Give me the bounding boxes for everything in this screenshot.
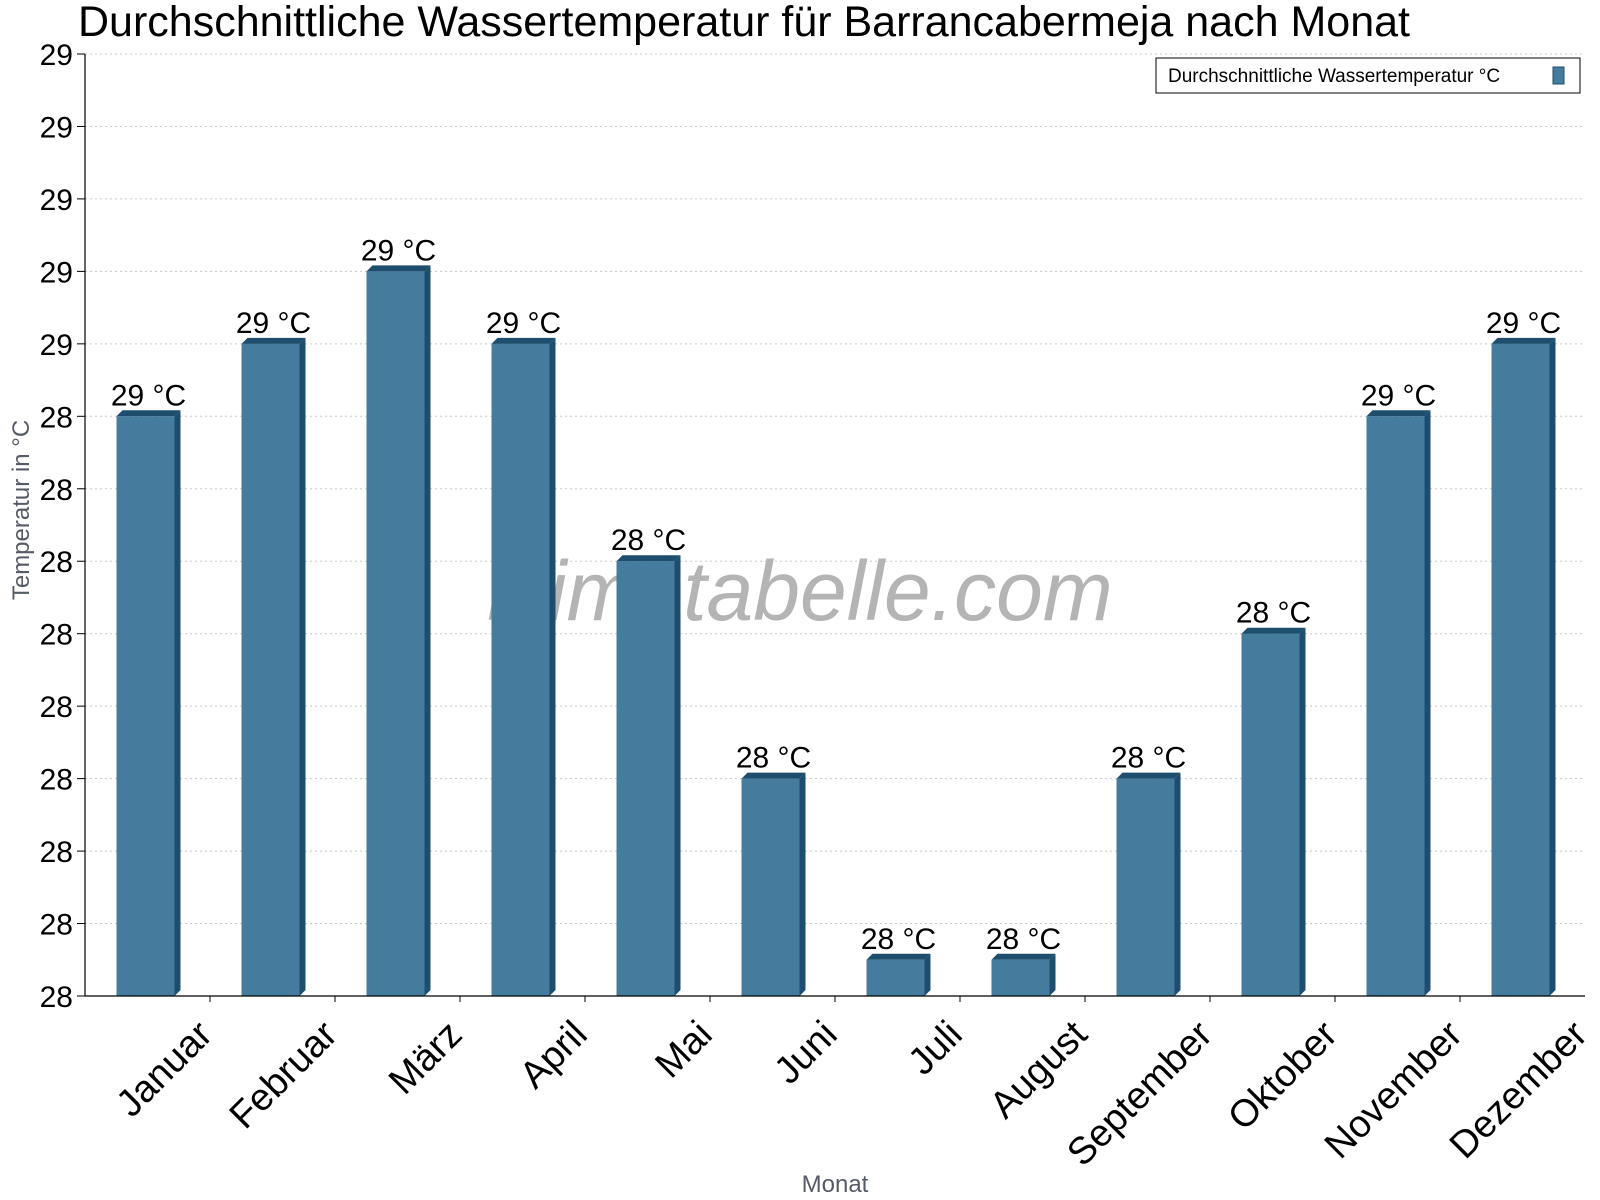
- bar-face: [741, 778, 800, 996]
- y-tick-label: 29: [40, 329, 73, 362]
- bar-side: [1174, 772, 1181, 996]
- bar-face: [1366, 416, 1425, 996]
- bar: [1116, 772, 1181, 996]
- bar-face: [991, 959, 1050, 996]
- bar-face: [866, 959, 925, 996]
- bar-side: [174, 410, 181, 996]
- y-tick-labels: 28 28 28 28 28 28 28 28 28 29 29 29 29 29: [40, 39, 73, 1014]
- x-axis-title: Monat: [802, 1171, 869, 1198]
- bar-top: [741, 772, 806, 779]
- y-tick-label: 28: [40, 836, 73, 869]
- bar-face: [1241, 633, 1300, 996]
- x-tick-label: Juni: [767, 1013, 846, 1092]
- x-tick-label: Februar: [222, 1013, 346, 1137]
- data-label: 29 °C: [236, 307, 311, 340]
- x-tick-label: August: [982, 1013, 1096, 1127]
- data-label: 28 °C: [986, 923, 1061, 956]
- bar-side: [424, 265, 431, 996]
- data-label: 29 °C: [1361, 379, 1436, 412]
- bar-side: [1549, 337, 1556, 996]
- x-tick-label: Oktober: [1220, 1013, 1346, 1139]
- x-tick-label: Januar: [109, 1013, 221, 1125]
- watermark: klimatabelle.com: [487, 544, 1113, 638]
- bar-face: [616, 561, 675, 996]
- bar-top: [241, 337, 306, 344]
- y-tick-label: 28: [40, 981, 73, 1014]
- bar: [1491, 337, 1556, 996]
- y-tick-label: 29: [40, 256, 73, 289]
- bar-side: [924, 953, 931, 996]
- x-tick-label: März: [381, 1013, 470, 1102]
- bar-side: [1049, 953, 1056, 996]
- y-tick-label: 28: [40, 546, 73, 579]
- data-label: 29 °C: [361, 234, 436, 267]
- bar-top: [991, 953, 1056, 960]
- y-tick-label: 29: [40, 184, 73, 217]
- y-tick-label: 28: [40, 474, 73, 507]
- y-tick-label: 28: [40, 764, 73, 797]
- data-label: 28 °C: [611, 524, 686, 557]
- y-tick-label: 28: [40, 401, 73, 434]
- data-label: 28 °C: [861, 923, 936, 956]
- bar-side: [674, 555, 681, 996]
- chart-title: Durchschnittliche Wassertemperatur für B…: [78, 0, 1410, 46]
- x-tick-labels: Januar Februar März April Mai Juni Juli AugustS…: [109, 1013, 1596, 1174]
- data-label: 28 °C: [736, 742, 811, 775]
- bars: [116, 265, 1556, 996]
- data-label: 29 °C: [111, 379, 186, 412]
- legend-box: [1155, 57, 1581, 94]
- data-label: 28 °C: [1236, 597, 1311, 630]
- bar-face: [1116, 778, 1175, 996]
- legend-swatch: [1552, 66, 1565, 85]
- bar-face: [241, 343, 300, 996]
- bar-top: [1366, 410, 1431, 417]
- bar-top: [116, 410, 181, 417]
- x-tick-label: Juli: [901, 1013, 971, 1083]
- grid-lines: [85, 53, 1585, 925]
- bar-top: [616, 555, 681, 562]
- bar: [1366, 410, 1431, 996]
- y-tick-label: 28: [40, 619, 73, 652]
- bar: [866, 953, 931, 996]
- x-tick-label: Dezember: [1442, 1013, 1596, 1167]
- legend: Durchschnittliche Wassertemperatur °C: [1155, 57, 1581, 94]
- bar: [1241, 627, 1306, 996]
- bar-face: [116, 416, 175, 996]
- y-tick-label: 28: [40, 909, 73, 942]
- bar: [491, 337, 556, 996]
- y-tick-label: 29: [40, 111, 73, 144]
- data-label: 29 °C: [1486, 307, 1561, 340]
- bar-face: [1491, 343, 1550, 996]
- bar-face: [491, 343, 550, 996]
- data-label: 28 °C: [1111, 742, 1186, 775]
- bar-side: [799, 772, 806, 996]
- bar-top: [1491, 337, 1556, 344]
- x-tick-label: April: [512, 1013, 595, 1096]
- axes: [77, 53, 1585, 1002]
- bar-top: [866, 953, 931, 960]
- bar-face: [366, 271, 425, 996]
- bar-side: [299, 337, 306, 996]
- bar: [366, 265, 431, 996]
- bar: [241, 337, 306, 996]
- x-tick-label: Mai: [648, 1013, 721, 1086]
- bar: [991, 953, 1056, 996]
- bar-top: [1241, 627, 1306, 634]
- data-label: 29 °C: [486, 307, 561, 340]
- bar-side: [549, 337, 556, 996]
- legend-label: Durchschnittliche Wassertemperatur °C: [1168, 66, 1500, 87]
- bar-top: [491, 337, 556, 344]
- bar: [741, 772, 806, 996]
- bar: [116, 410, 181, 996]
- y-tick-label: 29: [40, 39, 73, 72]
- bar-top: [366, 265, 431, 272]
- data-labels: 29 °C 29 °C 29 °C 29 °C 28 °C 28 °C 28 °C 28 °C…: [111, 234, 1561, 955]
- bar: [616, 555, 681, 996]
- bar-side: [1424, 410, 1431, 996]
- y-axis-title: Temperatur in °C: [8, 420, 35, 600]
- bar-top: [1116, 772, 1181, 779]
- bar-side: [1299, 627, 1306, 996]
- y-tick-label: 28: [40, 691, 73, 724]
